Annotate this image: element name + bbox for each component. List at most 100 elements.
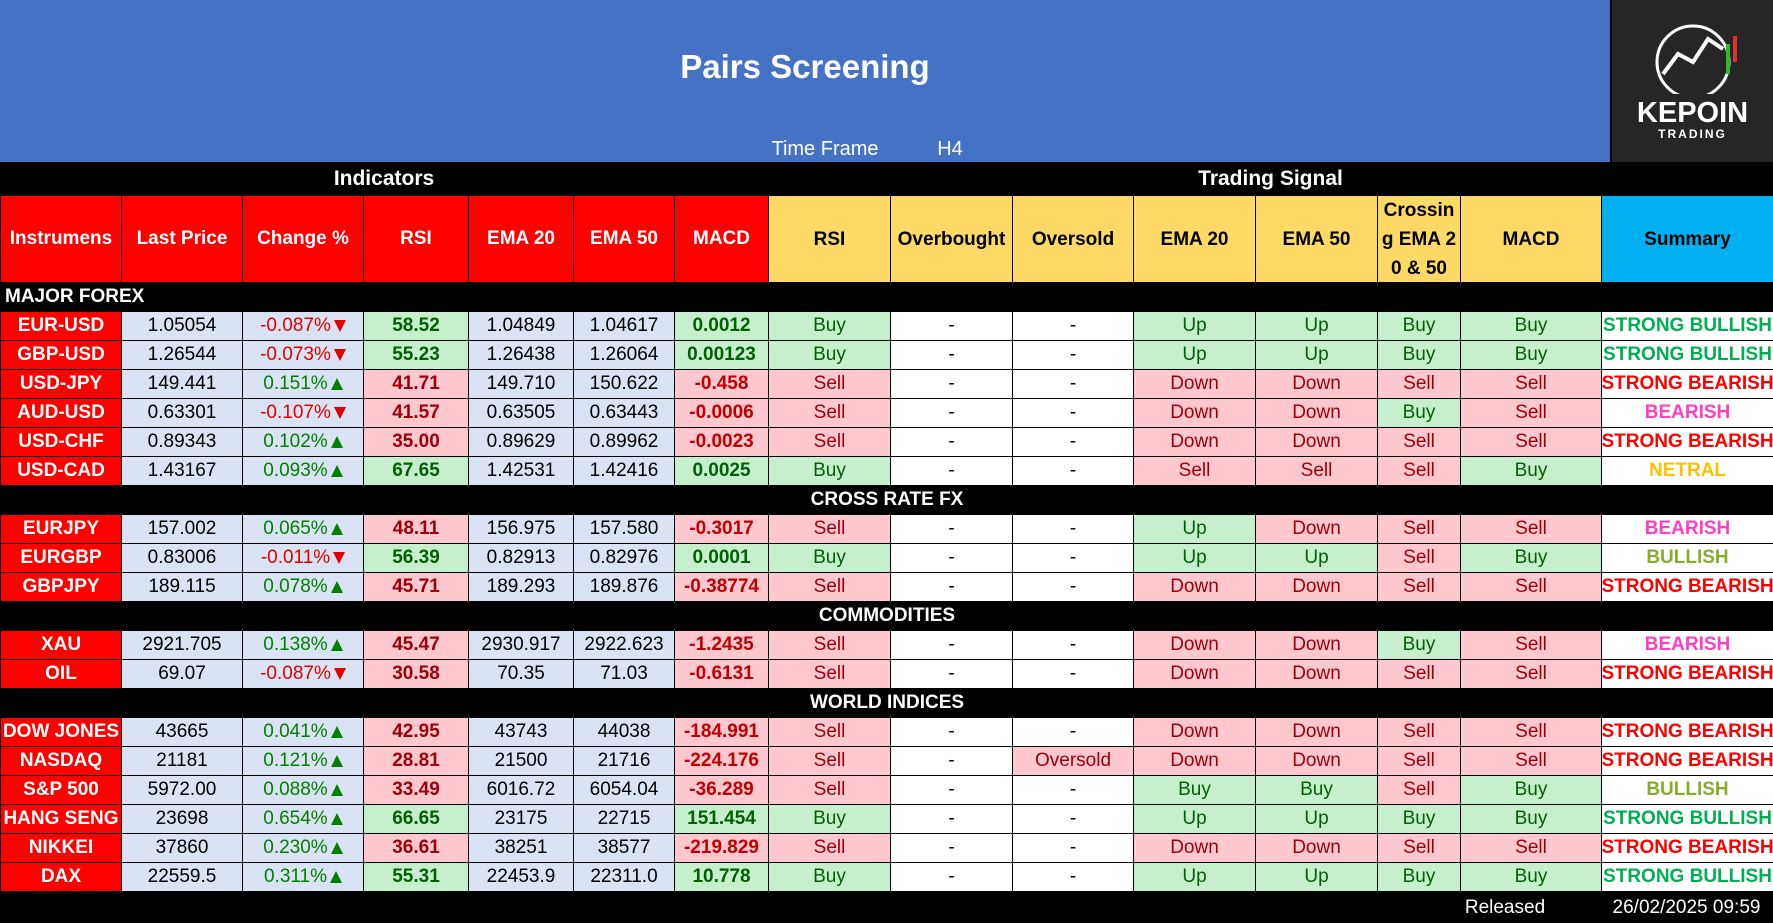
change-cell: 0.078% (243, 573, 363, 601)
summary: BEARISH (1602, 515, 1773, 543)
signal: Buy (1461, 863, 1601, 891)
change-arrow (333, 668, 346, 680)
title: Pairs Screening (680, 48, 930, 85)
signal: Sell (1461, 718, 1601, 746)
signal: - (1013, 544, 1133, 572)
change-cell: 0.654% (243, 805, 363, 833)
signal: Buy (769, 863, 890, 891)
signal: Down (1134, 428, 1255, 456)
rsi: 58.52 (364, 312, 468, 340)
rsi: 66.65 (364, 805, 468, 833)
section-title: COMMODITIES (818, 605, 956, 626)
signal: - (1013, 428, 1133, 456)
signal: Up (1134, 863, 1255, 891)
rsi: 36.61 (364, 834, 468, 862)
summary: STRONG BEARISH (1602, 660, 1773, 688)
signal: Down (1256, 660, 1377, 688)
instrument: S&P 500 (1, 776, 121, 804)
last-price: 37860 (122, 834, 242, 862)
last-price: 21181 (122, 747, 242, 775)
rsi: 28.81 (364, 747, 468, 775)
signal: Sell (1461, 370, 1601, 398)
column-header: Last Price (122, 196, 242, 282)
signal: Up (1134, 544, 1255, 572)
column-header: MACD (1461, 196, 1601, 282)
summary: STRONG BULLISH (1602, 805, 1773, 833)
macd: -36.289 (675, 776, 768, 804)
ema-20: 70.35 (469, 660, 573, 688)
signal: Sell (769, 718, 890, 746)
signal: Down (1256, 370, 1377, 398)
change-cell: 0.065% (243, 515, 363, 543)
ema-50: 22311.0 (574, 863, 674, 891)
signal: - (1013, 631, 1133, 659)
ema-20: 38251 (469, 834, 573, 862)
macd: 10.778 (675, 863, 768, 891)
signal: Buy (1461, 805, 1601, 833)
last-price: 189.115 (122, 573, 242, 601)
change-cell: 0.230% (243, 834, 363, 862)
ema-20: 6016.72 (469, 776, 573, 804)
summary: STRONG BULLISH (1602, 863, 1773, 891)
signal: Buy (1378, 312, 1460, 340)
rsi: 42.95 (364, 718, 468, 746)
signal: Sell (769, 660, 890, 688)
time-frame-label: Time Frame (771, 137, 879, 160)
signal: - (891, 776, 1012, 804)
ema-20: 23175 (469, 805, 573, 833)
signal: - (1013, 776, 1133, 804)
signal: Sell (1378, 370, 1460, 398)
signal: Down (1256, 834, 1377, 862)
signal: Sell (1461, 660, 1601, 688)
change: 0.121% (263, 750, 328, 771)
title-bar (0, 0, 1610, 162)
change-cell: -0.073% (243, 341, 363, 369)
logo-name: KEPOIN (1636, 96, 1749, 129)
signal: Down (1134, 370, 1255, 398)
instrument: OIL (1, 660, 121, 688)
signal: Buy (769, 341, 890, 369)
change-arrow (330, 523, 343, 535)
last-price: 5972.00 (122, 776, 242, 804)
ema-50: 189.876 (574, 573, 674, 601)
last-price: 0.63301 (122, 399, 242, 427)
change-arrow (330, 813, 343, 825)
signal: Sell (1378, 573, 1460, 601)
signal: Sell (769, 834, 890, 862)
macd: 0.0001 (675, 544, 768, 572)
instrument: DAX (1, 863, 121, 891)
column-header: Overbought (891, 196, 1012, 282)
change-cell: 0.041% (243, 718, 363, 746)
signal: Up (1256, 312, 1377, 340)
ema-50: 44038 (574, 718, 674, 746)
ema-20: 1.42531 (469, 457, 573, 485)
column-header: EMA 50 (1256, 196, 1377, 282)
signal: Down (1134, 660, 1255, 688)
released-label: Released (1464, 897, 1546, 918)
instrument: GBPJPY (1, 573, 121, 601)
signal: - (891, 370, 1012, 398)
ema-20: 2930.917 (469, 631, 573, 659)
signal: Sell (1378, 428, 1460, 456)
signal: Up (1256, 341, 1377, 369)
rsi: 67.65 (364, 457, 468, 485)
signal: Up (1134, 515, 1255, 543)
change-arrow (333, 407, 346, 419)
change: -0.073% (260, 344, 331, 365)
ema-20: 21500 (469, 747, 573, 775)
signal: Sell (1256, 457, 1377, 485)
signal: Down (1134, 573, 1255, 601)
signal: - (891, 660, 1012, 688)
summary: BULLISH (1602, 776, 1773, 804)
column-header: RSI (364, 196, 468, 282)
ema-50: 0.89962 (574, 428, 674, 456)
logo: KEPOIN TRADING (1612, 0, 1773, 162)
summary: NETRAL (1602, 457, 1773, 485)
last-price: 157.002 (122, 515, 242, 543)
macd: -1.2435 (675, 631, 768, 659)
signal: - (891, 457, 1012, 485)
signal: Up (1256, 544, 1377, 572)
change-cell: 0.093% (243, 457, 363, 485)
signal: Sell (1378, 660, 1460, 688)
summary: STRONG BEARISH (1602, 428, 1773, 456)
